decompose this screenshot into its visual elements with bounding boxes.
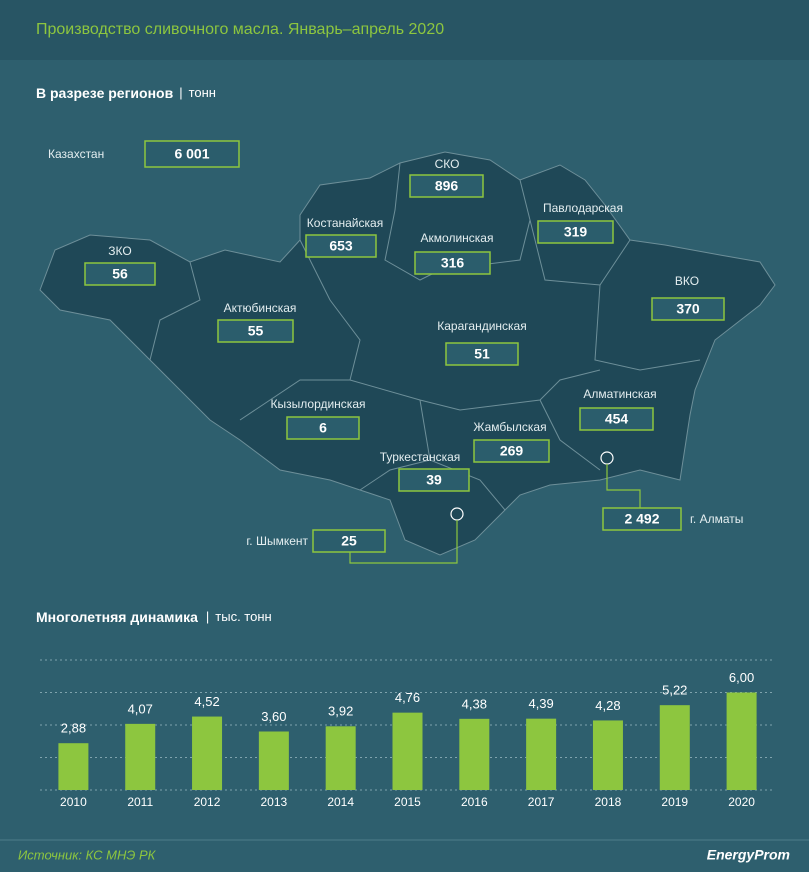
value-box [84,262,156,286]
value-label: 4,28 [595,698,620,713]
region-name: Акмолинская [421,231,494,245]
separator: | [206,609,209,624]
bar [58,743,89,790]
bar [125,723,156,790]
region-value: 6 001 [174,146,209,162]
value-label: 6,00 [729,670,754,685]
region-name: Костанайская [307,216,383,230]
value-box [579,407,654,431]
value-label: 3,92 [328,704,353,719]
value-box [445,342,519,366]
bar [258,731,289,790]
map-heading: В разрезе регионов [36,85,174,101]
bar [726,692,757,790]
map-title: В разрезе регионов | тонн [36,85,216,101]
region-value: 896 [435,178,459,194]
value-label: 4,07 [128,701,153,716]
x-tick-label: 2014 [327,795,354,809]
value-box [537,220,614,244]
title-band [0,0,809,60]
map-unit: тонн [189,85,216,100]
region-value: 55 [248,323,264,339]
chart-title: Многолетняя динамика [36,609,198,625]
value-label: 5,22 [662,683,687,698]
region-name: г. Алматы [690,512,743,526]
region-value: 653 [329,238,353,254]
value-label: 4,52 [194,694,219,709]
region-borders [149,162,701,511]
value-label: 4,39 [528,696,553,711]
region-name: Кызылординская [271,397,366,411]
value-label: 4,38 [462,696,487,711]
region-value: 316 [441,255,465,271]
region-name: СКО [435,157,460,171]
region-value: 319 [564,224,588,240]
chart-unit: тыс. тонн [215,609,271,624]
region-name: Актюбинская [224,301,297,315]
region-name: Казахстан [48,147,104,161]
value-box [414,251,491,275]
bar [592,720,623,790]
x-tick-label: 2020 [728,795,755,809]
value-box [305,234,377,258]
brand: EnergyProm [707,847,790,863]
value-box [473,439,550,463]
x-tick-label: 2010 [60,795,87,809]
separator: | [179,85,182,100]
bar [192,716,223,790]
bar [459,718,490,790]
x-tick-label: 2013 [261,795,288,809]
region-name: Павлодарская [543,201,623,215]
value-label: 2,88 [61,721,86,736]
region-value: 6 [319,420,327,436]
bar [392,712,423,790]
value-box [144,140,240,168]
x-tick-label: 2016 [461,795,488,809]
x-tick-label: 2012 [194,795,221,809]
region-value: 454 [605,411,629,427]
x-tick-label: 2018 [595,795,622,809]
x-tick-label: 2019 [661,795,688,809]
region-value: 269 [500,443,524,459]
map-outline [39,151,776,556]
value-box [409,174,484,198]
region-name: г. Шымкент [246,534,308,548]
region-value: 51 [474,346,490,362]
region-name: ЗКО [108,244,131,258]
x-tick-label: 2011 [127,795,153,809]
x-tick-label: 2017 [528,795,555,809]
source: Источник: КС МНЭ РК [18,847,157,862]
bar [526,718,557,790]
chart-title-line: Многолетняя динамика | тыс. тонн [36,609,272,625]
value-box [312,529,386,553]
region-name: Алматинская [583,387,656,401]
value-box [398,468,470,492]
region-value: 39 [426,472,442,488]
value-box [602,507,682,531]
bar [659,705,690,790]
region-value: 2 492 [624,511,659,527]
region-name: Туркестанская [380,450,461,464]
page-title: Производство сливочного масла. Январь–ап… [36,21,444,38]
bar [325,726,356,790]
connectors [349,451,641,564]
value-label: 3,60 [261,709,286,724]
region-name: ВКО [675,274,699,288]
region-value: 56 [112,266,128,282]
region-value: 25 [341,533,357,549]
x-tick-label: 2015 [394,795,421,809]
region-name: Жамбылская [473,420,546,434]
value-box [217,319,294,343]
region-name: Карагандинская [437,319,526,333]
value-box [651,297,725,321]
region-value: 370 [676,301,700,317]
value-box [286,416,360,440]
value-label: 4,76 [395,690,420,705]
